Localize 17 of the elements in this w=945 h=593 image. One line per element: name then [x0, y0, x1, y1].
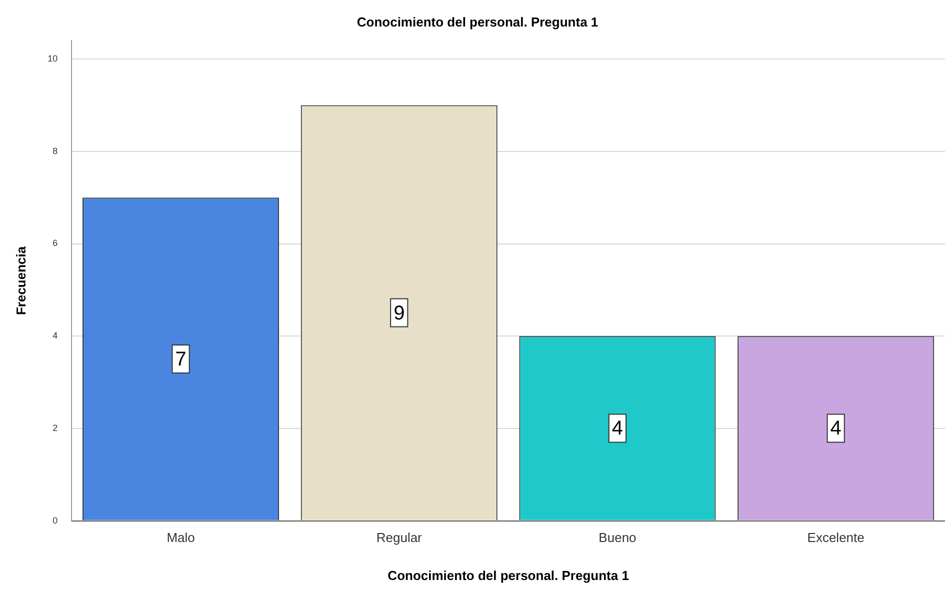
data-label: 7 [175, 348, 186, 370]
y-tick-label: 10 [48, 54, 58, 64]
y-tick-label: 0 [52, 515, 58, 526]
data-label: 4 [830, 418, 842, 440]
y-tick-label: 6 [52, 238, 58, 248]
x-tick-label: Malo [166, 530, 195, 546]
x-tick-label: Regular [376, 530, 423, 546]
y-tick-label: 4 [52, 330, 58, 341]
x-tick-label: Excelente [807, 530, 864, 546]
chart-title: Conocimiento del personal. Pregunta 1 [356, 14, 598, 30]
y-tick-label: 8 [52, 146, 58, 156]
data-label: 9 [394, 302, 405, 324]
y-axis-title: Frecuencia [13, 246, 28, 316]
x-axis-title: Conocimiento del personal. Pregunta 1 [388, 568, 629, 583]
data-label: 4 [612, 418, 624, 440]
x-tick-label: Bueno [598, 530, 636, 546]
y-tick-label: 2 [52, 422, 58, 433]
